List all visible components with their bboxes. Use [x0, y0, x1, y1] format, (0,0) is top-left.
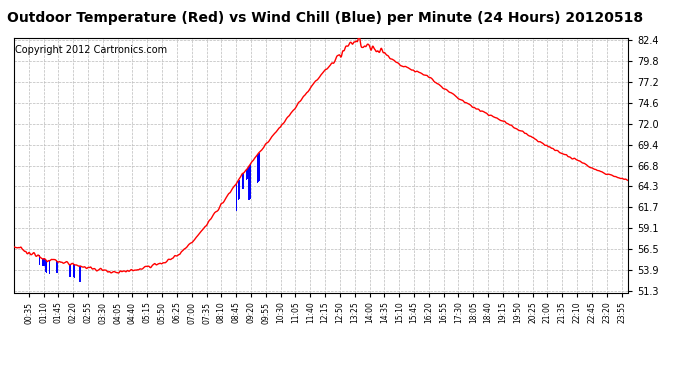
Text: Copyright 2012 Cartronics.com: Copyright 2012 Cartronics.com: [15, 45, 167, 55]
Text: Outdoor Temperature (Red) vs Wind Chill (Blue) per Minute (24 Hours) 20120518: Outdoor Temperature (Red) vs Wind Chill …: [7, 11, 643, 25]
